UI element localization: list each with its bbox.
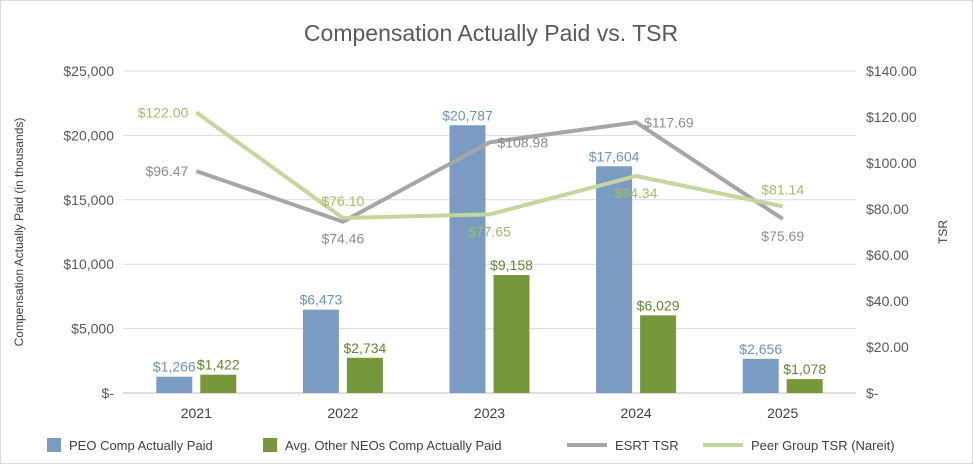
y-tick-label: $15,000 (63, 192, 114, 208)
y2-tick-label: $120.00 (866, 109, 917, 125)
bar-data-label: $6,473 (299, 292, 342, 308)
axis-ticks: $- $5,000 $10,000 $15,000 $20,000 $25,000 $- $2… (63, 63, 916, 421)
y-tick-label: $10,000 (63, 256, 114, 272)
line-data-label: $94.34 (615, 185, 658, 201)
bar-data-label: $9,158 (490, 257, 533, 273)
chart-title: Compensation Actually Paid vs. TSR (304, 20, 678, 46)
line-series-group (195, 110, 784, 224)
bar-neo-2025 (786, 379, 823, 393)
legend-swatch (263, 438, 277, 452)
legend-label: ESRT TSR (615, 438, 679, 453)
bar-data-label: $1,422 (197, 357, 240, 373)
bar-peo-2024 (596, 166, 633, 393)
bar-data-label: $6,029 (637, 297, 680, 313)
line-data-label: $74.46 (321, 231, 364, 247)
x-tick-label: 2021 (181, 405, 212, 421)
bar-peo-2022 (302, 309, 339, 393)
line-data-label: $76.10 (321, 193, 364, 209)
legend-label: PEO Comp Actually Paid (69, 438, 213, 453)
line-data-label: $122.00 (138, 104, 189, 120)
x-tick-label: 2024 (621, 405, 652, 421)
bar-data-label: $20,787 (442, 107, 493, 123)
legend: PEO Comp Actually Paid Avg. Other NEOs Co… (47, 438, 895, 453)
y-axis-label: Compensation Actually Paid (in thousands… (12, 118, 26, 347)
bar-series-group (156, 125, 823, 394)
y2-tick-label: $20.00 (866, 339, 909, 355)
y2-tick-label: $40.00 (866, 293, 909, 309)
y-tick-label: $20,000 (63, 127, 114, 143)
y-tick-label: $25,000 (63, 63, 114, 79)
bar-neo-2023 (493, 275, 530, 393)
y-tick-label: $- (102, 385, 115, 401)
bar-peo-2021 (156, 376, 193, 393)
bar-data-label: $1,078 (783, 361, 826, 377)
y2-tick-label: $60.00 (866, 247, 909, 263)
line-data-label: $108.98 (498, 134, 549, 150)
y2-tick-label: $- (866, 385, 879, 401)
bar-data-label: $17,604 (589, 148, 640, 164)
bar-data-label: $2,734 (343, 340, 386, 356)
legend-label: Peer Group TSR (Nareit) (751, 438, 895, 453)
line-data-label: $117.69 (644, 114, 694, 130)
bar-neo-2021 (200, 374, 237, 393)
line-data-label: $81.14 (761, 181, 804, 197)
bar-neo-2022 (346, 357, 383, 393)
legend-label: Avg. Other NEOs Comp Actually Paid (285, 438, 502, 453)
bar-peo-2025 (742, 358, 779, 393)
y2-tick-label: $100.00 (866, 155, 917, 171)
line-peer-group-tsr (195, 110, 784, 220)
line-data-label: $77.65 (468, 223, 511, 239)
bar-data-label: $1,266 (153, 359, 196, 375)
x-tick-label: 2025 (767, 405, 798, 421)
legend-swatch (47, 438, 61, 452)
x-tick-label: 2022 (327, 405, 358, 421)
y2-tick-label: $80.00 (866, 201, 909, 217)
y2-tick-label: $140.00 (866, 63, 917, 79)
line-data-label: $96.47 (145, 163, 188, 179)
y2-axis-label: TSR (936, 220, 950, 244)
line-esrt-tsr (195, 120, 784, 224)
line-data-label: $75.69 (761, 228, 804, 244)
bar-data-label: $2,656 (739, 341, 782, 357)
bar-peo-2023 (449, 125, 486, 394)
bar-neo-2024 (640, 315, 677, 393)
data-labels: $1,266 $6,473 $20,787 $17,604 $2,656 $1,422 $2… (138, 104, 827, 377)
y-tick-label: $5,000 (71, 321, 114, 337)
x-tick-label: 2023 (474, 405, 505, 421)
grid-lines (123, 70, 856, 394)
